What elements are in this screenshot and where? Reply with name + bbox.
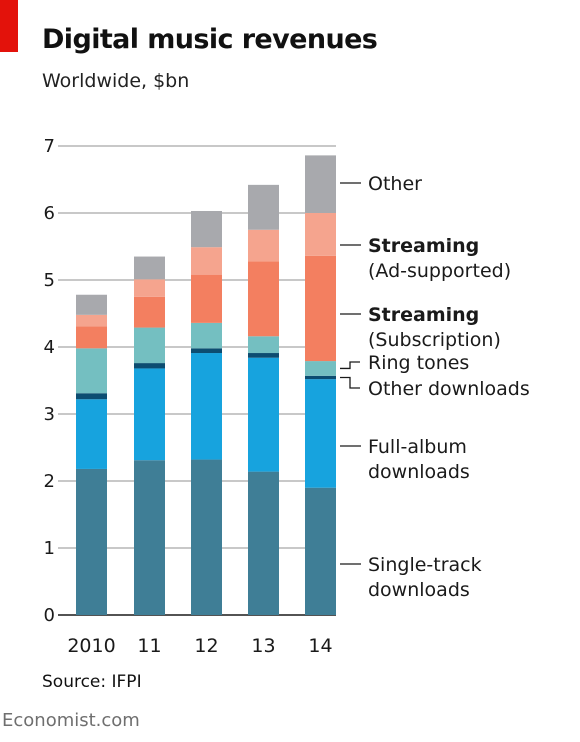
legend-label: Streaming [368,235,479,257]
legend-label: Other downloads [368,378,530,400]
bar-segment-other-downloads-11 [134,363,165,369]
bar-segment-other-downloads-14 [305,375,336,380]
bar-segment-ring-tones-14 [305,361,336,376]
bar-segment-single-track-downloads-13 [248,471,279,615]
bar-segment-single-track-downloads-11 [134,460,165,615]
y-tick-label: 6 [44,203,55,224]
bar-segment-streaming-ad-supported-11 [134,279,165,297]
bar-segment-full-album-downloads-11 [134,368,165,461]
bar-segment-streaming-ad-supported-12 [191,247,222,275]
y-tick-label: 5 [44,270,55,291]
bar-segment-other-12 [191,210,222,248]
y-tick-label: 1 [44,538,55,559]
bar-segment-streaming-subscription-13 [248,261,279,337]
legend-label: Streaming [368,304,479,326]
brand-accent-tag [0,0,18,52]
legend-label: downloads [368,579,470,601]
source-note: Source: IFPI [42,672,142,692]
bar-segment-streaming-ad-supported-13 [248,229,279,262]
legend-leader-line [340,376,360,389]
y-tick-label: 0 [44,605,55,626]
bar-segment-other-downloads-13 [248,353,279,358]
bar-segment-streaming-subscription-11 [134,296,165,328]
legend-label: (Ad-supported) [368,260,511,282]
x-tick-label: 13 [251,635,275,657]
legend-label: Ring tones [368,352,469,374]
legend-label: (Subscription) [368,329,501,351]
bar-segment-streaming-subscription-2010 [76,326,107,349]
bar-segment-full-album-downloads-14 [305,379,336,488]
bar-segment-other-2010 [76,294,107,315]
chart-subtitle: Worldwide, $bn [42,70,190,92]
bar-segment-ring-tones-11 [134,327,165,364]
legend-label: downloads [368,461,470,483]
bar-segment-single-track-downloads-2010 [76,468,107,615]
x-axis-tick-labels: 2010 11 12 13 14 [67,635,332,657]
bar-segment-other-downloads-2010 [76,393,107,400]
bar-segment-full-album-downloads-13 [248,357,279,472]
y-tick-label: 7 [44,136,55,157]
bar-segment-full-album-downloads-12 [191,353,222,460]
legend-label: Other [368,173,422,195]
legend-leader-line [340,361,360,370]
x-tick-label: 12 [194,635,218,657]
x-tick-label: 11 [137,635,161,657]
x-tick-label: 2010 [67,635,115,657]
x-tick-label: 14 [308,635,332,657]
bar-segment-single-track-downloads-14 [305,487,336,615]
bar-segment-ring-tones-2010 [76,348,107,394]
chart-title: Digital music revenues [42,24,378,55]
bar-segment-ring-tones-13 [248,336,279,354]
bar-segment-streaming-ad-supported-2010 [76,314,107,327]
bar-segment-streaming-subscription-12 [191,274,222,323]
y-tick-label: 3 [44,404,55,425]
bar-segment-full-album-downloads-2010 [76,399,107,469]
bar-segment-streaming-subscription-14 [305,255,336,362]
bar-segment-other-14 [305,155,336,213]
y-tick-label: 2 [44,471,55,492]
bar-segment-other-11 [134,256,165,280]
legend: Other Streaming (Ad-supported) Streaming (Su… [340,173,530,601]
legend-label: Full-album [368,436,467,458]
legend-label: Single-track [368,554,482,576]
bar-segment-ring-tones-12 [191,322,222,349]
economist-brand: Economist.com [2,710,140,731]
y-tick-label: 4 [44,337,55,358]
bars [76,155,336,615]
y-axis-tick-labels: 0 1 2 3 4 5 6 7 [44,136,55,626]
bar-segment-other-downloads-12 [191,348,222,354]
bar-segment-other-13 [248,184,279,230]
bar-segment-single-track-downloads-12 [191,459,222,615]
bar-segment-streaming-ad-supported-14 [305,213,336,256]
